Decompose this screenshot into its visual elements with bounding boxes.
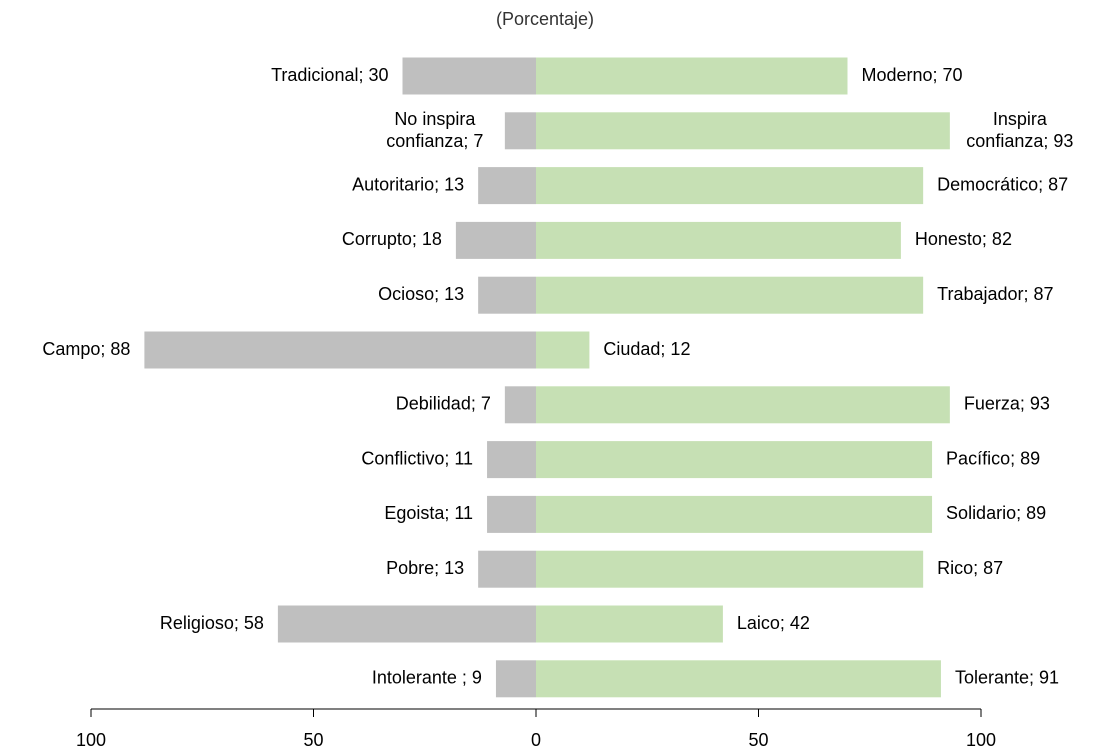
bar <box>277 605 536 643</box>
bar <box>478 276 536 314</box>
data-label: Democrático; 87 <box>937 174 1068 194</box>
bar <box>536 441 933 479</box>
bar <box>536 550 924 588</box>
data-label: Pacífico; 89 <box>946 448 1040 468</box>
x-tick-label: 50 <box>303 730 323 749</box>
bar <box>504 386 536 424</box>
data-label: Solidario; 89 <box>946 503 1046 523</box>
data-label: Inspira confianza; 93 <box>966 109 1073 151</box>
bar <box>495 660 536 698</box>
data-label: Autoritario; 13 <box>352 174 464 194</box>
x-tick-label: 100 <box>966 730 996 749</box>
data-label: No inspira confianza; 7 <box>386 109 483 151</box>
data-label: Tolerante; 91 <box>955 668 1059 688</box>
data-label: Debilidad; 7 <box>396 394 491 414</box>
data-label: Corrupto; 18 <box>342 229 442 249</box>
bar <box>478 550 536 588</box>
data-label: Laico; 42 <box>737 613 810 633</box>
bar <box>536 276 924 314</box>
bar <box>504 112 536 150</box>
bar <box>536 167 924 205</box>
x-tick-label: 100 <box>76 730 106 749</box>
data-label: Fuerza; 93 <box>964 394 1050 414</box>
data-label: Religioso; 58 <box>160 613 264 633</box>
bar <box>487 441 536 479</box>
bar <box>536 221 901 259</box>
data-label: Conflictivo; 11 <box>361 448 473 468</box>
bar <box>478 167 536 205</box>
bar <box>536 660 941 698</box>
chart-subtitle: (Porcentaje) <box>496 9 594 29</box>
x-tick-label: 50 <box>748 730 768 749</box>
bar <box>536 57 848 95</box>
bar <box>536 331 590 369</box>
bar <box>536 112 950 150</box>
data-label: Trabajador; 87 <box>937 284 1053 304</box>
data-label: Pobre; 13 <box>386 558 464 578</box>
bar <box>402 57 536 95</box>
data-label: Tradicional; 30 <box>271 65 388 85</box>
data-label: Honesto; 82 <box>915 229 1012 249</box>
bar <box>455 221 536 259</box>
data-label: Intolerante ; 9 <box>372 668 482 688</box>
x-tick-label: 0 <box>531 730 541 749</box>
data-label: Ocioso; 13 <box>378 284 464 304</box>
bar <box>536 605 723 643</box>
bar <box>487 495 536 533</box>
data-label: Egoista; 11 <box>384 503 473 523</box>
data-label: Rico; 87 <box>937 558 1003 578</box>
data-label: Ciudad; 12 <box>603 339 690 359</box>
bar <box>536 386 950 424</box>
data-label: Campo; 88 <box>42 339 130 359</box>
bar <box>144 331 536 369</box>
data-label: Moderno; 70 <box>862 65 963 85</box>
bar <box>536 495 933 533</box>
